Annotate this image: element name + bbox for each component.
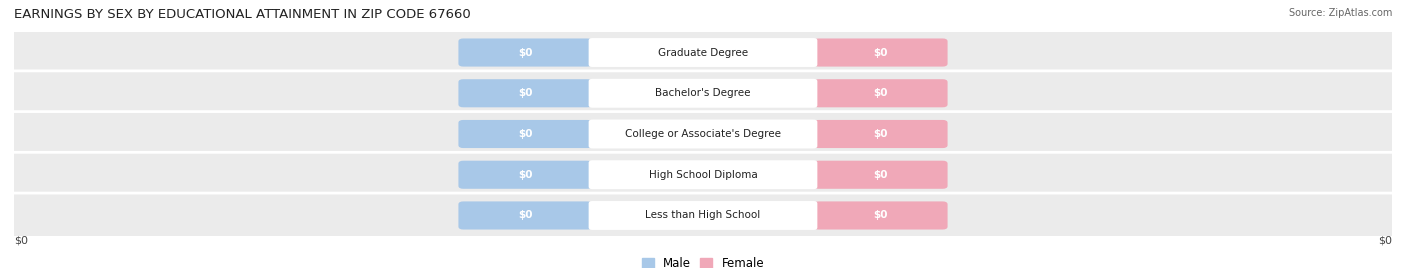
FancyBboxPatch shape xyxy=(589,160,817,189)
FancyBboxPatch shape xyxy=(814,161,948,189)
Text: $0: $0 xyxy=(14,236,28,246)
Text: $0: $0 xyxy=(873,210,889,221)
FancyBboxPatch shape xyxy=(458,79,592,107)
FancyBboxPatch shape xyxy=(589,79,817,108)
Legend: Male, Female: Male, Female xyxy=(637,252,769,268)
Text: College or Associate's Degree: College or Associate's Degree xyxy=(626,129,780,139)
FancyBboxPatch shape xyxy=(458,120,592,148)
Text: $0: $0 xyxy=(517,170,533,180)
FancyBboxPatch shape xyxy=(11,71,1395,116)
FancyBboxPatch shape xyxy=(11,193,1395,238)
FancyBboxPatch shape xyxy=(458,202,592,229)
Text: $0: $0 xyxy=(517,129,533,139)
Text: EARNINGS BY SEX BY EDUCATIONAL ATTAINMENT IN ZIP CODE 67660: EARNINGS BY SEX BY EDUCATIONAL ATTAINMEN… xyxy=(14,8,471,21)
FancyBboxPatch shape xyxy=(11,111,1395,157)
Text: $0: $0 xyxy=(873,129,889,139)
Text: Graduate Degree: Graduate Degree xyxy=(658,47,748,58)
FancyBboxPatch shape xyxy=(814,39,948,66)
FancyBboxPatch shape xyxy=(11,30,1395,75)
Text: Source: ZipAtlas.com: Source: ZipAtlas.com xyxy=(1288,8,1392,18)
Text: $0: $0 xyxy=(873,47,889,58)
Text: $0: $0 xyxy=(873,170,889,180)
Text: High School Diploma: High School Diploma xyxy=(648,170,758,180)
FancyBboxPatch shape xyxy=(458,39,592,66)
Text: $0: $0 xyxy=(517,47,533,58)
Text: $0: $0 xyxy=(517,210,533,221)
FancyBboxPatch shape xyxy=(589,38,817,67)
FancyBboxPatch shape xyxy=(589,120,817,148)
FancyBboxPatch shape xyxy=(814,120,948,148)
FancyBboxPatch shape xyxy=(814,79,948,107)
Text: $0: $0 xyxy=(517,88,533,98)
FancyBboxPatch shape xyxy=(11,152,1395,197)
FancyBboxPatch shape xyxy=(589,201,817,230)
FancyBboxPatch shape xyxy=(458,161,592,189)
Text: $0: $0 xyxy=(1378,236,1392,246)
Text: Bachelor's Degree: Bachelor's Degree xyxy=(655,88,751,98)
Text: Less than High School: Less than High School xyxy=(645,210,761,221)
Text: $0: $0 xyxy=(873,88,889,98)
FancyBboxPatch shape xyxy=(814,202,948,229)
